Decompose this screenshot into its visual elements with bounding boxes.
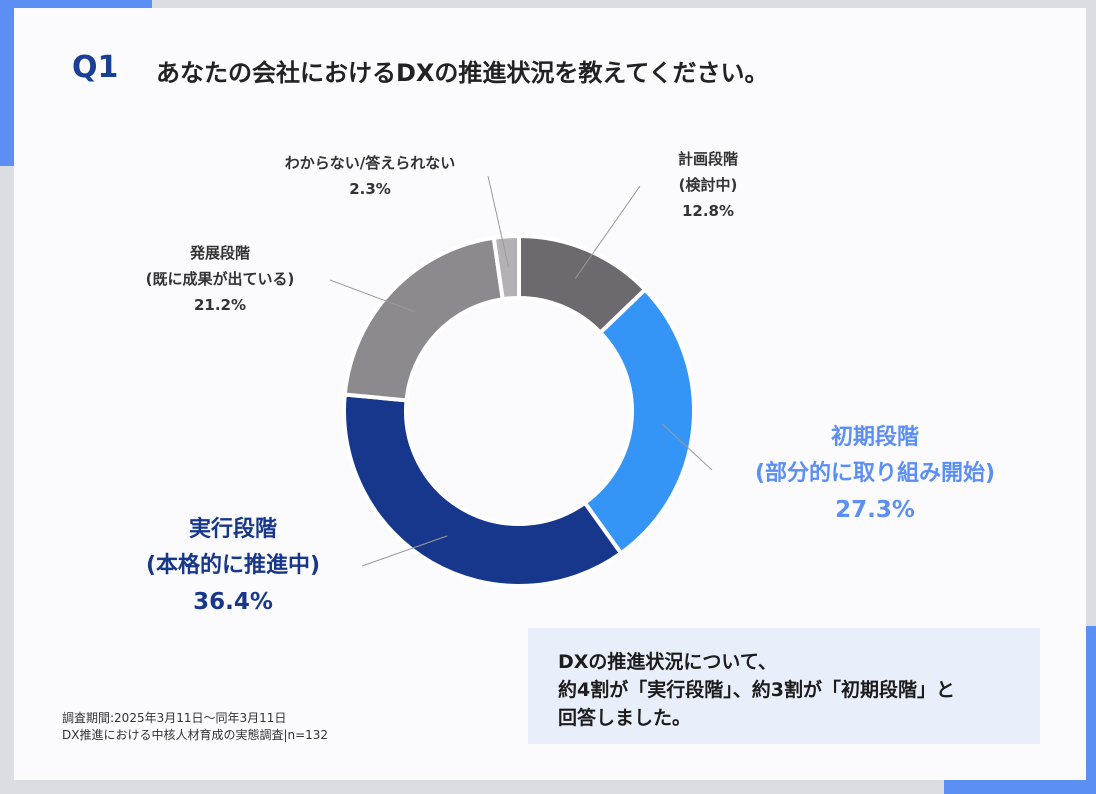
summary-line-1: DXの推進状況について、 (558, 651, 777, 673)
label-unknown-name: わからない/答えられない (284, 154, 456, 172)
slice-initial (582, 286, 696, 557)
label-initial-pct: 27.3% (835, 497, 915, 523)
label-planning-pct: 12.8% (681, 202, 735, 220)
leader-unknown (487, 175, 510, 268)
question-number: Q1 (72, 50, 119, 85)
label-initial: 初期段階 (部分的に取り組み開始) 27.3% (720, 420, 1030, 528)
survey-note: 調査期間:2025年3月11日〜同年3月11日 DX推進における中核人材育成の実… (62, 710, 328, 744)
leader-execution (361, 535, 448, 567)
slice-execution (342, 392, 624, 588)
label-planning-name: 計画段階 (677, 150, 738, 168)
label-development-pct: 21.2% (193, 296, 247, 314)
label-development-sub: (既に成果が出ている) (145, 270, 295, 288)
summary-line-3: 回答しました。 (558, 707, 692, 729)
label-development-name: 発展段階 (189, 244, 250, 262)
summary-line-2: 約4割が「実行段階」、約3割が「初期段階」と (558, 679, 955, 701)
label-planning-sub: (検討中) (678, 176, 738, 194)
label-execution: 実行段階 (本格的に推進中) 36.4% (108, 512, 358, 620)
survey-period: 調査期間:2025年3月11日〜同年3月11日 (62, 711, 287, 725)
label-execution-sub: (本格的に推進中) (145, 553, 321, 578)
label-execution-pct: 36.4% (193, 589, 273, 615)
label-initial-sub: (部分的に取り組み開始) (754, 461, 996, 486)
leader-development (329, 279, 415, 313)
leader-initial (662, 423, 713, 471)
survey-name: DX推進における中核人材育成の実態調査|n=132 (62, 728, 329, 742)
label-unknown-pct: 2.3% (349, 180, 391, 198)
summary-box: DXの推進状況について、 約4割が「実行段階」、約3割が「初期段階」と 回答しま… (528, 628, 1040, 744)
question-title: あなたの会社におけるDXの推進状況を教えてください。 (156, 59, 769, 87)
label-development: 発展段階 (既に成果が出ている) 21.2% (110, 240, 330, 318)
slice-development (342, 235, 505, 403)
label-initial-name: 初期段階 (830, 425, 919, 450)
label-unknown: わからない/答えられない 2.3% (240, 150, 500, 202)
label-execution-name: 実行段階 (188, 517, 277, 542)
leader-planning (574, 185, 641, 279)
label-planning: 計画段階 (検討中) 12.8% (648, 146, 768, 224)
